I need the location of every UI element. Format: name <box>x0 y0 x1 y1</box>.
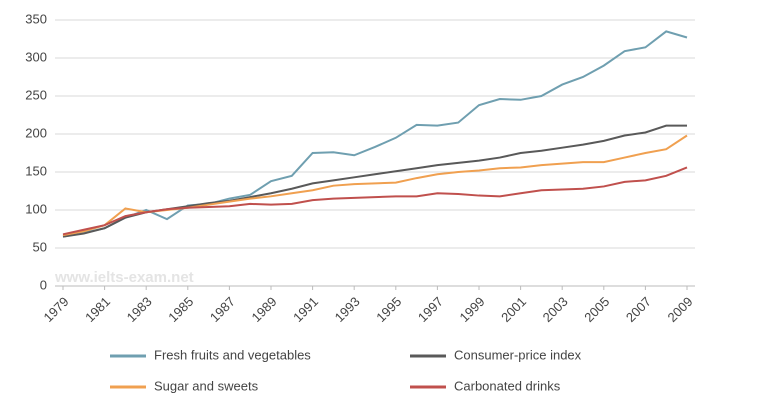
x-tick-label: 1993 <box>332 294 363 325</box>
legend-label: Fresh fruits and vegetables <box>154 347 311 362</box>
x-tick-label: 2007 <box>623 294 654 325</box>
series-line <box>62 124 687 238</box>
legend-label: Consumer-price index <box>454 347 582 362</box>
x-tick-label: 1987 <box>207 294 238 325</box>
x-tick-label: 2003 <box>540 294 571 325</box>
legend-label: Carbonated drinks <box>454 378 561 393</box>
x-tick-label: 1979 <box>40 294 71 325</box>
x-tick-label: 1983 <box>124 294 155 325</box>
x-tick-label: 2009 <box>664 294 695 325</box>
y-tick-label: 200 <box>25 125 47 140</box>
series-line <box>62 166 688 236</box>
legend-label: Sugar and sweets <box>154 378 259 393</box>
y-tick-label: 250 <box>25 87 47 102</box>
x-tick-label: 1999 <box>456 294 487 325</box>
y-tick-label: 300 <box>25 49 47 64</box>
x-tick-label: 2005 <box>581 294 612 325</box>
x-tick-label: 1997 <box>415 294 446 325</box>
x-tick-label: 1981 <box>82 294 113 325</box>
x-tick-label: 1989 <box>248 294 279 325</box>
y-tick-label: 100 <box>25 201 47 216</box>
x-tick-label: 2001 <box>498 294 529 325</box>
x-tick-label: 1995 <box>373 294 404 325</box>
y-tick-label: 150 <box>25 163 47 178</box>
y-tick-label: 350 <box>25 11 47 26</box>
series-line <box>62 134 688 237</box>
watermark: www.ielts-exam.net <box>54 269 194 286</box>
y-tick-label: 0 <box>40 277 47 292</box>
x-tick-label: 1991 <box>290 294 321 325</box>
series-line <box>62 30 688 238</box>
y-tick-label: 50 <box>33 239 47 254</box>
x-tick-label: 1985 <box>165 294 196 325</box>
